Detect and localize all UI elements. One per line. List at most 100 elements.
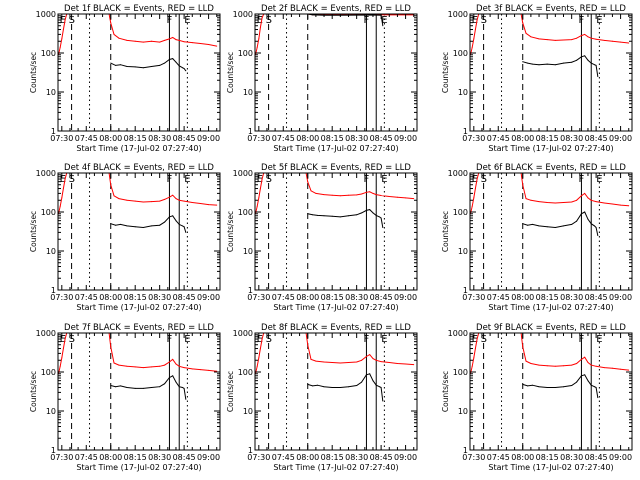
events-data-point (527, 62, 529, 64)
lld-series-line (470, 332, 629, 374)
lld-data-point (476, 19, 478, 21)
lld-data-point (525, 32, 527, 34)
lld-data-point (261, 178, 263, 180)
lld-data-point (538, 364, 540, 366)
y-tick-label: 1000 (36, 10, 56, 19)
x-tick-label: 09:00 (609, 453, 632, 462)
y-tick-label: 1000 (233, 169, 253, 178)
lld-data-point (584, 192, 586, 194)
events-data-point (115, 224, 117, 226)
lld-data-point (546, 365, 548, 367)
lld-data-point (365, 356, 367, 357)
events-data-point (595, 387, 597, 388)
events-data-point (587, 59, 589, 61)
x-tick-label: 07:45 (272, 293, 295, 302)
marker-label: E (472, 174, 478, 185)
events-data-point (379, 386, 380, 388)
events-data-point (110, 62, 112, 64)
lld-data-point (183, 367, 185, 369)
lld-series-line (255, 332, 414, 374)
y-tick-label: 10 (46, 247, 56, 256)
lld-data-point (396, 363, 398, 364)
lld-data-point (258, 197, 260, 199)
lld-data-point (216, 204, 218, 206)
x-tick-label: 07:30 (50, 453, 73, 462)
lld-data-point (474, 188, 476, 189)
y-tick-label: 1000 (233, 10, 253, 19)
plot-frame (254, 332, 418, 451)
x-tick-label: 08:45 (173, 293, 196, 302)
events-data-point (365, 374, 367, 376)
events-data-point (382, 25, 384, 27)
lld-data-point (258, 38, 260, 40)
lld-data-point (628, 42, 630, 44)
lld-data-point (113, 362, 115, 364)
marker-label: F (578, 334, 584, 345)
lld-data-point (628, 205, 630, 207)
events-data-point (522, 383, 524, 385)
y-tick-label: 1000 (448, 169, 468, 178)
x-tick-label: 07:30 (462, 134, 485, 143)
lld-data-point (580, 358, 582, 360)
y-tick-label: 10 (243, 407, 253, 416)
events-data-point (126, 225, 128, 227)
events-data-point (554, 227, 556, 228)
x-axis-label: Start Time (17-Jul-02 07:27:40) (76, 144, 201, 153)
events-data-point (175, 381, 177, 383)
lld-data-point (413, 198, 415, 200)
lld-data-point (175, 39, 177, 41)
lld-data-point (118, 37, 120, 39)
y-tick-label: 1 (248, 286, 253, 295)
events-data-point (115, 386, 117, 388)
lld-data-point (473, 197, 475, 199)
events-data-point (172, 215, 174, 217)
lld-series-line (58, 332, 217, 374)
lld-data-point (62, 188, 64, 189)
marker-label: S (481, 15, 487, 26)
lld-data-point (476, 178, 478, 180)
lld-data-point (546, 39, 548, 41)
events-data-point (183, 68, 185, 69)
events-data-point (361, 212, 363, 214)
events-data-point (172, 375, 174, 377)
lld-series-line (58, 13, 217, 55)
events-data-point (571, 223, 573, 225)
y-tick-label: 10 (46, 407, 56, 416)
events-series-line (522, 374, 599, 398)
marker-label: E (60, 334, 66, 345)
events-data-point (546, 63, 548, 65)
x-tick-label: 08:45 (370, 293, 393, 302)
lld-data-point (603, 367, 605, 369)
events-data-point (168, 377, 170, 379)
x-tick-label: 08:00 (296, 293, 319, 302)
lld-data-point (405, 197, 407, 199)
lld-data-point (538, 38, 540, 40)
lld-data-point (587, 36, 589, 38)
events-data-point (538, 386, 540, 388)
events-data-point (587, 380, 589, 382)
lld-data-point (178, 39, 180, 41)
lld-data-point (64, 338, 66, 340)
y-tick-label: 100 (453, 368, 468, 377)
events-data-point (151, 387, 152, 388)
lld-data-point (603, 202, 605, 204)
x-tick-label: 08:00 (511, 293, 534, 302)
x-tick-label: 07:45 (272, 134, 295, 143)
events-data-point (168, 59, 170, 60)
y-tick-label: 10 (458, 407, 468, 416)
lld-data-point (369, 354, 371, 356)
lld-data-point (178, 199, 180, 201)
events-data-point (307, 213, 309, 215)
events-data-point (115, 64, 117, 66)
marker-label: S (69, 174, 75, 185)
events-data-point (576, 59, 578, 61)
y-tick-label: 1 (51, 446, 56, 455)
lld-data-point (175, 198, 177, 200)
lld-data-point (348, 194, 349, 196)
events-data-point (380, 217, 382, 219)
events-data-point (159, 224, 161, 226)
events-data-point (532, 384, 533, 386)
x-tick-label: 08:30 (560, 453, 583, 462)
lld-data-point (356, 194, 358, 196)
